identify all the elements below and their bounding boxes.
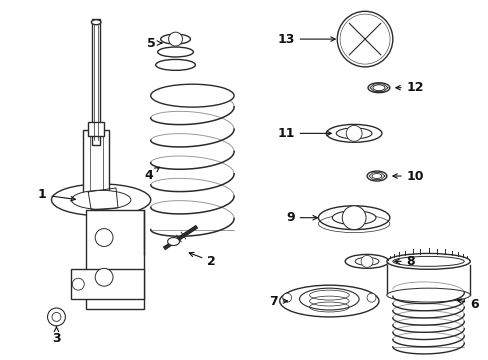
Circle shape xyxy=(346,125,361,141)
Ellipse shape xyxy=(157,47,193,57)
Text: 13: 13 xyxy=(277,33,335,46)
Ellipse shape xyxy=(392,256,463,266)
Ellipse shape xyxy=(155,59,195,70)
Circle shape xyxy=(366,293,375,302)
Ellipse shape xyxy=(367,83,389,93)
Ellipse shape xyxy=(299,288,358,310)
Text: 1: 1 xyxy=(38,188,75,201)
Ellipse shape xyxy=(386,288,469,302)
Ellipse shape xyxy=(336,128,371,139)
Ellipse shape xyxy=(150,84,234,107)
Ellipse shape xyxy=(161,34,190,44)
Ellipse shape xyxy=(325,125,381,142)
Ellipse shape xyxy=(51,184,150,216)
Ellipse shape xyxy=(345,255,388,268)
Ellipse shape xyxy=(71,190,131,210)
Circle shape xyxy=(342,206,366,230)
Ellipse shape xyxy=(332,211,375,225)
Bar xyxy=(86,210,143,309)
Text: 11: 11 xyxy=(277,127,330,140)
Text: 7: 7 xyxy=(268,294,287,307)
Circle shape xyxy=(95,229,113,247)
Text: 9: 9 xyxy=(285,211,317,224)
Ellipse shape xyxy=(91,20,101,25)
Ellipse shape xyxy=(386,253,469,269)
Circle shape xyxy=(360,255,372,267)
Circle shape xyxy=(95,268,113,286)
Bar xyxy=(92,19,100,145)
Circle shape xyxy=(47,308,65,326)
Bar xyxy=(88,122,104,136)
Text: 6: 6 xyxy=(456,297,478,311)
Bar xyxy=(83,130,109,195)
Circle shape xyxy=(168,32,182,46)
Ellipse shape xyxy=(279,285,378,317)
Text: 12: 12 xyxy=(395,81,424,94)
Text: 10: 10 xyxy=(392,170,424,183)
Ellipse shape xyxy=(371,174,381,179)
Text: 8: 8 xyxy=(394,255,414,268)
Bar xyxy=(71,269,143,299)
Text: 2: 2 xyxy=(189,252,216,268)
Text: 5: 5 xyxy=(146,37,162,50)
Text: 3: 3 xyxy=(52,327,61,345)
Ellipse shape xyxy=(354,257,378,265)
Circle shape xyxy=(282,293,291,302)
Text: 4: 4 xyxy=(143,167,159,181)
Ellipse shape xyxy=(372,85,384,91)
Ellipse shape xyxy=(366,171,386,181)
Ellipse shape xyxy=(318,206,389,230)
Ellipse shape xyxy=(167,238,179,246)
Circle shape xyxy=(72,278,84,290)
Circle shape xyxy=(337,11,392,67)
Circle shape xyxy=(52,312,61,321)
